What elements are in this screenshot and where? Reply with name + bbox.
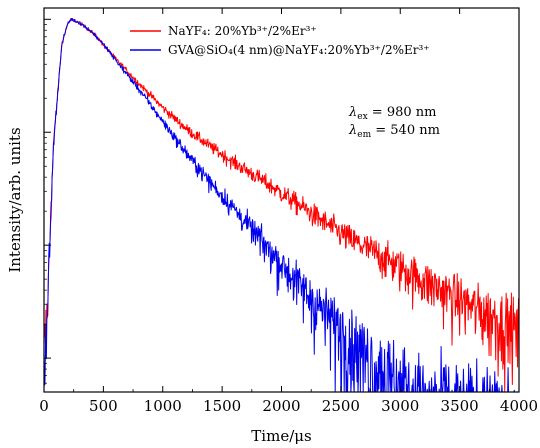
- x-axis-ticks: 0 500 1000 1500 2000 2500 3000 3500 4000: [39, 8, 538, 415]
- x-axis-label: Time/μs: [251, 427, 311, 445]
- series-line-0: [44, 18, 519, 392]
- x-tick-label: 2500: [322, 397, 360, 415]
- legend-label-0: NaYF₄: 20%Yb³⁺/2%Er³⁺: [168, 24, 317, 38]
- x-tick-label: 3000: [381, 397, 419, 415]
- excitation-annotation: λex = 980 nm λem = 540 nm: [348, 105, 440, 140]
- annotation-em: λem = 540 nm: [348, 123, 440, 140]
- annotation-ex: λex = 980 nm: [348, 105, 436, 122]
- legend-label-1: GVA@SiO₄(4 nm)@NaYF₄:20%Yb³⁺/2%Er³⁺: [168, 43, 430, 57]
- x-tick-label: 1000: [144, 397, 182, 415]
- legend: NaYF₄: 20%Yb³⁺/2%Er³⁺ GVA@SiO₄(4 nm)@NaY…: [130, 24, 430, 57]
- y-axis-ticks: [44, 18, 51, 384]
- y-axis-label: Intensity/arb. units: [6, 127, 24, 272]
- series-line-1: [44, 17, 515, 392]
- series-layer: [44, 17, 519, 392]
- x-tick-label: 500: [89, 397, 118, 415]
- x-tick-label: 2000: [262, 397, 300, 415]
- x-tick-label: 0: [39, 397, 49, 415]
- x-tick-label: 1500: [203, 397, 241, 415]
- x-tick-label: 4000: [500, 397, 538, 415]
- x-tick-label: 3500: [441, 397, 479, 415]
